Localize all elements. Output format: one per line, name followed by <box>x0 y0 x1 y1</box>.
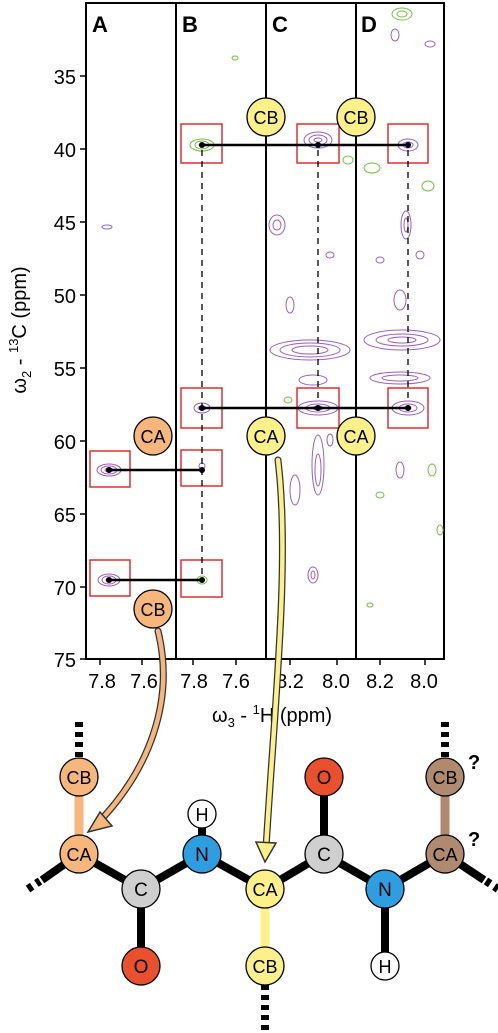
plot-label-a-cb-text: CB <box>140 600 165 620</box>
question-mark-cb: ? <box>468 752 480 774</box>
plot-label-d-ca-text: CA <box>343 427 368 447</box>
atom-c-right-text: C <box>317 845 331 866</box>
orange-arrow <box>93 628 166 828</box>
atom-cb-left: CB <box>59 757 99 797</box>
atom-n-right-text: N <box>378 880 392 901</box>
y-tick-40: 40 <box>54 140 76 162</box>
plot-label-a-ca: CA <box>133 416 173 456</box>
x-tick-c-2: 8.0 <box>322 671 350 693</box>
atom-cb-left-text: CB <box>66 768 91 788</box>
plot-label-d-ca: CA <box>336 416 376 456</box>
plot-label-c-ca: CA <box>246 416 286 456</box>
y-tick-45: 45 <box>54 213 76 235</box>
x-tick-a-2: 7.6 <box>130 671 158 693</box>
atom-h-right: H <box>370 951 400 981</box>
peak-boxes <box>89 123 429 598</box>
atom-n-right: N <box>365 869 405 909</box>
plot-label-a-ca-text: CA <box>140 427 165 447</box>
plot-label-d-cb-text: CB <box>343 108 368 128</box>
strip-label-d: D <box>361 12 377 37</box>
atom-ca-left: CA <box>59 834 99 874</box>
plot-atom-labels: CB CB CA CA CA CB <box>133 97 376 629</box>
plot-label-c-cb: CB <box>246 97 286 137</box>
x-tick-b-1: 7.8 <box>180 671 208 693</box>
atom-ca-left-text: CA <box>66 845 91 865</box>
x-tick-d-1: 8.2 <box>366 671 394 693</box>
atom-c-left: C <box>121 869 161 909</box>
peak-box-a-cb <box>89 559 131 597</box>
spectrum-strips: A B C D <box>85 2 445 660</box>
y-tick-65: 65 <box>54 505 76 527</box>
atom-h-left: H <box>187 799 217 829</box>
atom-cb-right-text: CB <box>432 768 457 788</box>
y-axis: 35 40 45 50 55 60 65 70 75 ω2 - 13C (ppm… <box>6 67 86 672</box>
x-tick-c-1: 8.2 <box>276 671 304 693</box>
atom-ca-center-text: CA <box>252 880 277 900</box>
dashed-alignment-lines <box>201 150 409 575</box>
strip-label-a: A <box>92 12 108 37</box>
atom-ca-right: CA <box>425 834 465 874</box>
x-tick-a-1: 7.8 <box>88 671 116 693</box>
y-tick-50: 50 <box>54 286 76 308</box>
atom-o-right: O <box>304 757 344 797</box>
peaks-strip-b <box>189 55 239 585</box>
atom-o-left: O <box>121 946 161 986</box>
peaks-strip-c-green <box>283 155 354 404</box>
x-tick-d-2: 8.0 <box>410 671 438 693</box>
atom-ca-right-text: CA <box>432 845 457 865</box>
plot-label-c-ca-text: CA <box>253 427 278 447</box>
atom-h-left-text: H <box>196 805 209 825</box>
dashed-chain-ends <box>25 722 498 1030</box>
atom-c-right: C <box>304 834 344 874</box>
y-tick-70: 70 <box>54 578 76 600</box>
strip-label-c: C <box>272 12 288 37</box>
x-tick-b-2: 7.6 <box>222 671 250 693</box>
y-tick-60: 60 <box>54 432 76 454</box>
atom-ca-center: CA <box>245 869 285 909</box>
atom-o-left-text: O <box>134 957 149 978</box>
y-tick-35: 35 <box>54 67 76 89</box>
backbone-schematic: CB CA C O H N CA CB <box>25 722 498 1030</box>
plot-label-a-cb: CB <box>133 589 173 629</box>
peaks-strip-d-green <box>363 7 444 608</box>
atom-cb-right: CB <box>425 757 465 797</box>
yellow-arrow-head <box>254 841 278 864</box>
assignment-arrows <box>86 456 286 864</box>
atom-cb-center-text: CB <box>252 957 277 977</box>
plot-label-d-cb: CB <box>336 97 376 137</box>
atom-n-left-text: N <box>195 845 209 866</box>
atom-cb-center: CB <box>245 946 285 986</box>
connectivity-dots <box>106 142 411 583</box>
connectivity-lines <box>109 143 408 582</box>
question-mark-ca: ? <box>468 829 480 851</box>
plot-label-c-cb-text: CB <box>253 108 278 128</box>
peaks-strip-a <box>96 224 122 587</box>
orange-arrow-head <box>86 810 114 834</box>
atom-n-left: N <box>182 834 222 874</box>
y-tick-75: 75 <box>54 650 76 672</box>
yellow-arrow <box>263 457 285 851</box>
y-tick-55: 55 <box>54 359 76 381</box>
y-axis-title: ω2 - 13C (ppm) <box>6 266 34 393</box>
atom-o-right-text: O <box>317 768 332 789</box>
atom-h-right-text: H <box>379 957 392 977</box>
atom-c-left-text: C <box>134 880 148 901</box>
strip-label-b: B <box>182 12 198 37</box>
x-axis: 7.8 7.6 7.8 7.6 8.2 8.0 8.2 8.0 ω3 - 1H … <box>88 659 438 730</box>
